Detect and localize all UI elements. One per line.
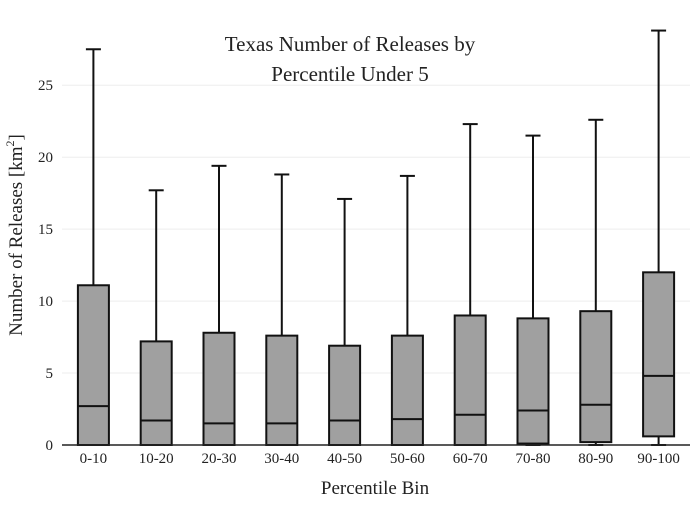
x-tick-label-6: 60-70: [453, 451, 488, 467]
box-layer: [76, 29, 676, 447]
x-tick-label-4: 40-50: [327, 451, 362, 467]
y-axis-label-end: ]: [6, 134, 27, 140]
y-tick-label-2: 10: [38, 294, 53, 310]
box-6: [453, 314, 487, 446]
chart-title-line-1: Texas Number of Releases by: [225, 32, 476, 56]
y-axis-label: Number of Releases [km2]: [3, 134, 27, 336]
x-tick-label-3: 30-40: [264, 451, 299, 467]
axis-layer: 0 5 10 15 20 25 0-10 10-20 20-30 30-40 40-50 50-60 6…: [38, 78, 690, 467]
x-tick-label-1: 10-20: [139, 451, 174, 467]
box-3: [265, 334, 299, 447]
box-1: [139, 340, 173, 447]
x-tick-label-5: 50-60: [390, 451, 425, 467]
box-0: [76, 284, 110, 446]
label-layer: Texas Number of Releases by Percentile U…: [3, 32, 476, 499]
y-tick-label-1: 5: [46, 366, 54, 382]
y-tick-label-4: 20: [38, 150, 53, 166]
chart-title-line-2: Percentile Under 5: [271, 62, 428, 86]
x-axis-label: Percentile Bin: [321, 478, 430, 499]
box-9: [642, 271, 676, 438]
box-7: [516, 317, 550, 445]
y-tick-label-5: 25: [38, 78, 53, 94]
y-tick-label-0: 0: [46, 438, 54, 454]
box-2: [202, 331, 236, 447]
x-tick-label-9: 90-100: [637, 451, 680, 467]
y-axis-label-main: Number of Releases [km: [6, 146, 27, 336]
x-tick-label-2: 20-30: [202, 451, 237, 467]
box-5: [390, 334, 424, 447]
y-tick-label-3: 15: [38, 222, 53, 238]
x-tick-label-7: 70-80: [516, 451, 551, 467]
x-tick-label-0: 0-10: [80, 451, 108, 467]
box-4: [328, 344, 362, 446]
y-axis-label-sup: 2: [3, 140, 17, 146]
x-tick-label-8: 80-90: [578, 451, 613, 467]
box-8: [579, 310, 613, 444]
